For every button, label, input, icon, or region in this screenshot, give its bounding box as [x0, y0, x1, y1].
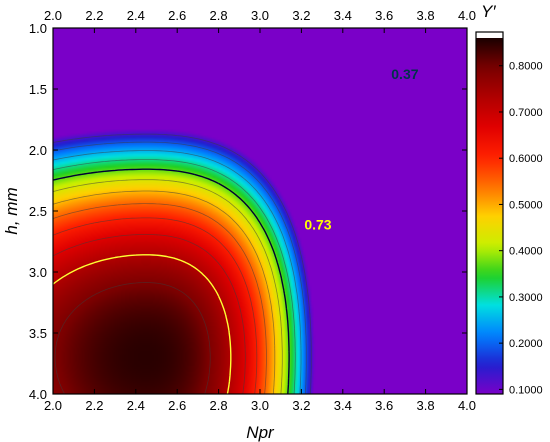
colorbar: 0.1000 0.2000 0.3000 0.4000 0.5000 0.6000 0.70… [475, 31, 543, 396]
contour-label: 0.73 [304, 216, 331, 232]
x-tick-label: 2.4 [127, 398, 145, 413]
contour-line [53, 203, 267, 394]
x-tick-label-top: 2.2 [85, 8, 103, 23]
plot-area [52, 27, 468, 395]
x-tick-label: 2.8 [210, 398, 228, 413]
x-tick-label-top: 3.8 [417, 8, 435, 23]
x-axis-title: Npr [246, 423, 275, 442]
colorbar-tick-label: 0.2000 [509, 338, 543, 350]
colorbar-tick-label: 0.8000 [509, 61, 543, 73]
colorbar-title: Y′ [481, 2, 496, 21]
x-tick-label-top: 2.6 [168, 8, 186, 23]
x-tick-label: 3.4 [334, 398, 352, 413]
contour-line-high [53, 254, 232, 394]
y-tick-label: 3.5 [29, 326, 47, 341]
colorbar-tick-label: 0.4000 [509, 246, 543, 258]
x-tick-label: 2.6 [168, 398, 186, 413]
contour-line [53, 234, 246, 394]
colorbar-tick-label: 0.7000 [509, 107, 543, 119]
x-tick-label-top: 3.4 [334, 8, 352, 23]
colorbar-tick-label: 0.5000 [509, 199, 543, 211]
x-tick-label: 3.0 [251, 398, 269, 413]
x-tick-label: 3.2 [292, 398, 310, 413]
x-tick-label-top: 3.2 [292, 8, 310, 23]
colorbar-cap [476, 32, 503, 38]
colorbar-frame [475, 31, 504, 395]
contour-line-low [53, 168, 290, 394]
x-tick-label-top: 4.0 [458, 8, 476, 23]
axes: 2.0 2.0 2.2 2.2 2.4 2.4 2.6 2.6 2.8 2.8 3.0 3.0 3.2 3… [29, 8, 476, 413]
x-tick-label-top: 3.0 [251, 8, 269, 23]
contour-lines [53, 133, 312, 394]
contour-line [53, 179, 283, 394]
x-tick-label: 4.0 [458, 398, 476, 413]
x-tick-label: 3.8 [417, 398, 435, 413]
y-tick-label: 2.0 [29, 143, 47, 158]
x-tick-label: 2.2 [85, 398, 103, 413]
x-tick-label-top: 3.6 [375, 8, 393, 23]
contour-line [53, 141, 307, 394]
colorbar-tick-label: 0.1000 [509, 384, 543, 396]
y-tick-label: 3.0 [29, 265, 47, 280]
colorbar-tick-label: 0.6000 [509, 153, 543, 165]
colorbar-tick-label: 0.3000 [509, 292, 543, 304]
contour-line [53, 159, 296, 394]
contour-label: 0.37 [391, 66, 418, 82]
contour-labels: 0.37 0.73 [304, 66, 418, 232]
y-tick-label: 4.0 [29, 387, 47, 402]
contour-line [53, 217, 258, 394]
y-tick-label: 1.0 [29, 21, 47, 36]
y-axis-title: h, mm [2, 187, 21, 234]
x-tick-label-top: 2.0 [44, 8, 62, 23]
x-tick-label: 3.6 [375, 398, 393, 413]
x-tick-label-top: 2.8 [210, 8, 228, 23]
x-tick-label-top: 2.4 [127, 8, 145, 23]
colorbar-gradient [476, 38, 503, 394]
contour-line [53, 150, 302, 394]
contour-line [54, 282, 211, 394]
y-tick-label: 1.5 [29, 82, 47, 97]
contour-line [53, 190, 276, 394]
x-tick-label: 2.0 [44, 398, 62, 413]
heatmap-surface [53, 28, 467, 394]
contour-line [53, 133, 312, 394]
y-tick-label: 2.5 [29, 204, 47, 219]
